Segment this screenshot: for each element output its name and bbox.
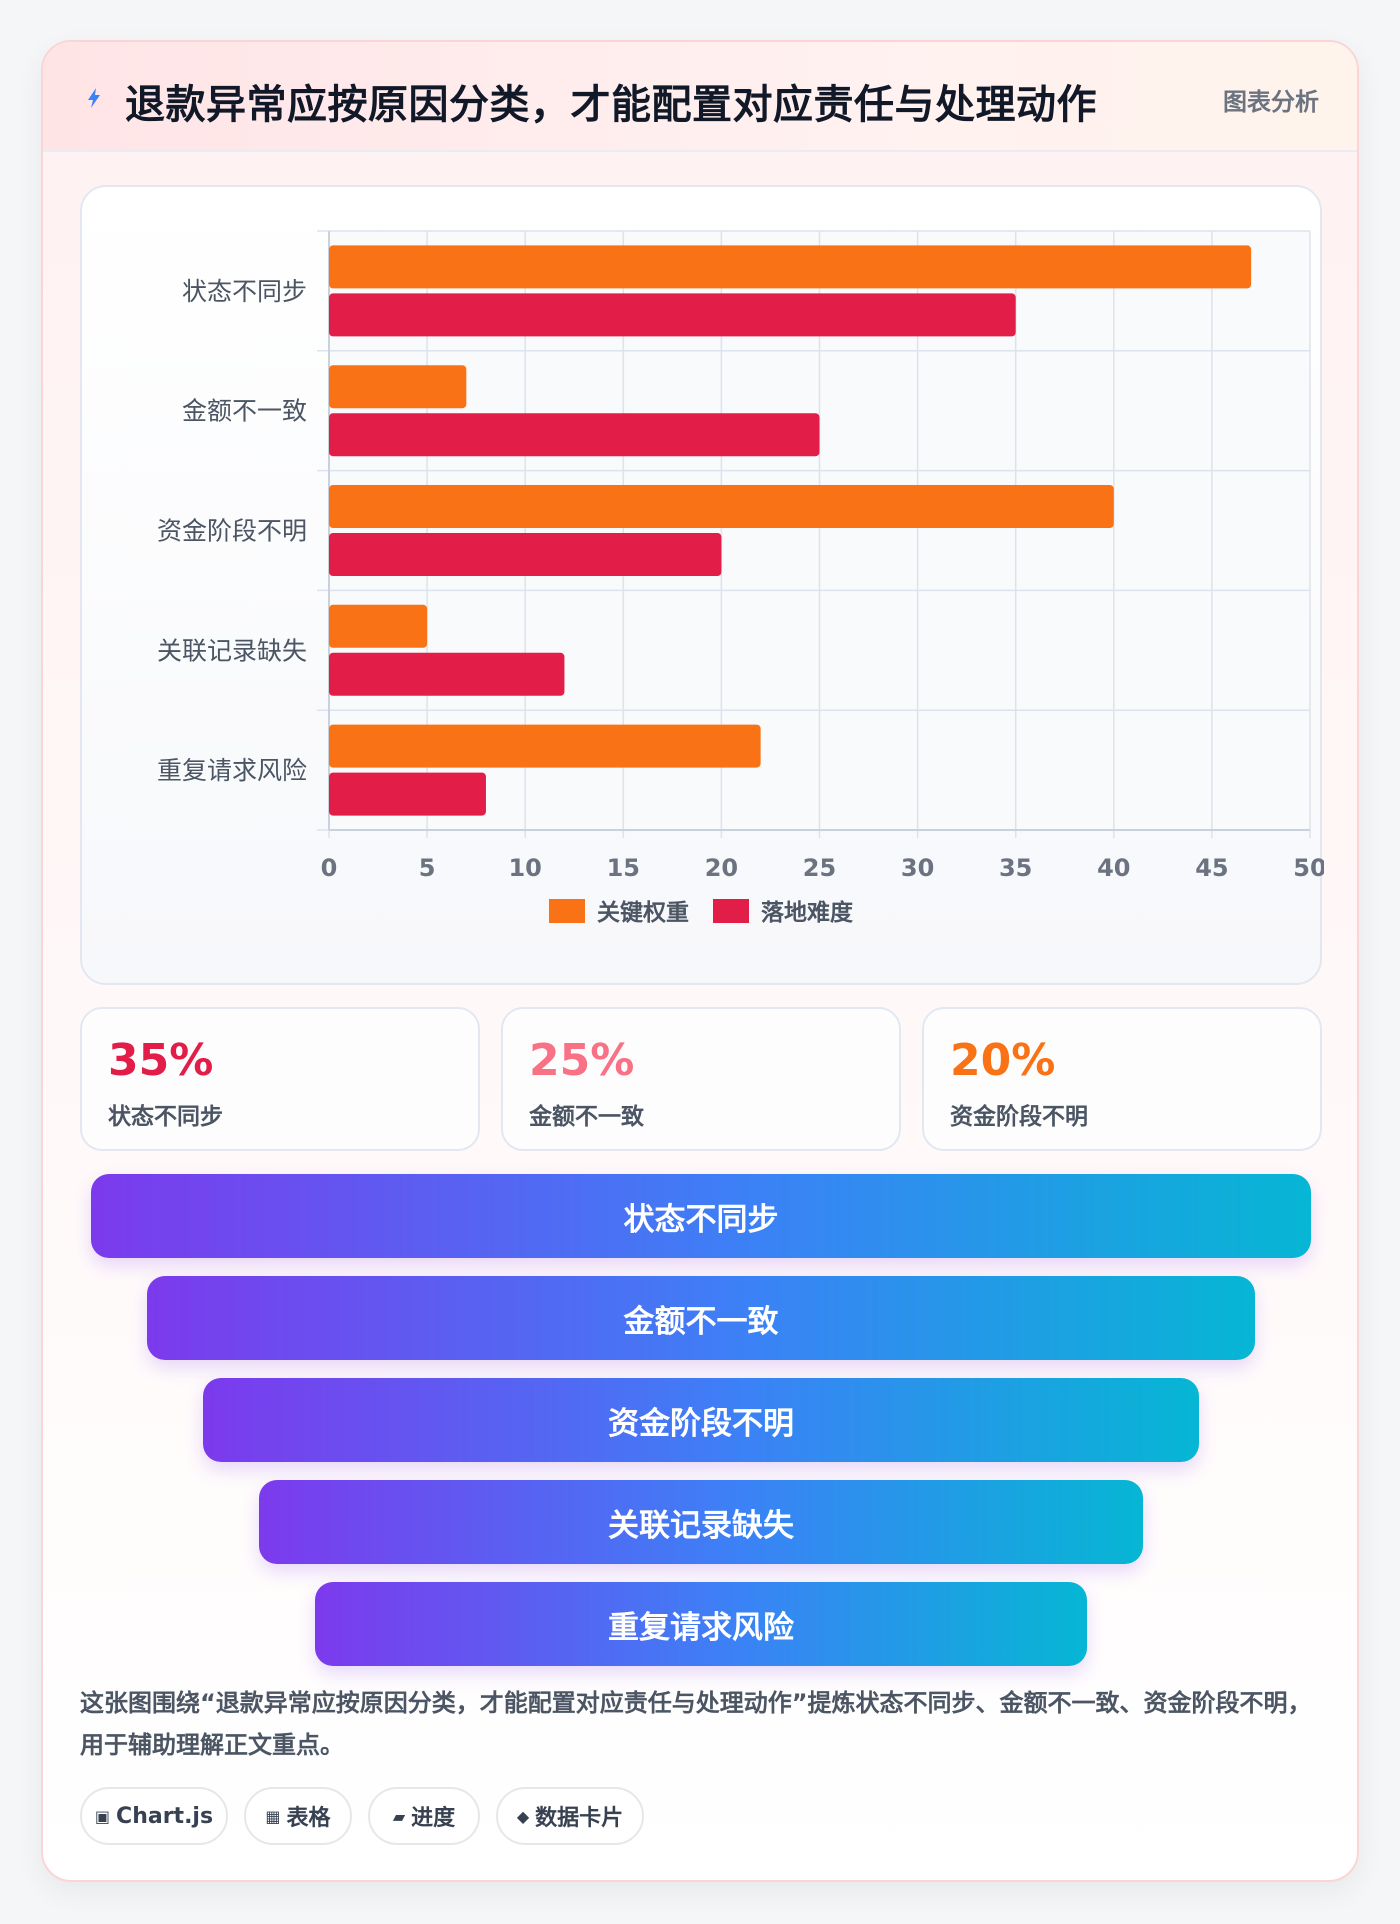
funnel-step: 状态不同步 — [91, 1174, 1311, 1258]
x-tick-label: 35 — [999, 854, 1032, 882]
y-tick-label: 状态不同步 — [182, 277, 307, 306]
pill-label: Chart.js — [116, 1803, 214, 1829]
x-tick-label: 20 — [705, 854, 738, 882]
stat-card: 35% 状态不同步 — [80, 1007, 480, 1151]
chart-icon: ▣ — [94, 1806, 111, 1826]
tag-pill-table[interactable]: ▦ 表格 — [244, 1787, 352, 1845]
chart-analysis-tag: 图表分析 — [1223, 88, 1319, 116]
x-tick-label: 40 — [1097, 854, 1130, 882]
bar-difficulty — [329, 652, 565, 696]
tag-pill-chartjs[interactable]: ▣ Chart.js — [80, 1787, 228, 1845]
x-tick-label: 15 — [607, 854, 640, 882]
lightning-icon — [88, 88, 100, 108]
diamond-icon: ◆ — [516, 1806, 530, 1826]
bar-difficulty — [329, 533, 722, 576]
bar-key-weight — [329, 245, 1252, 289]
legend-swatch — [549, 899, 585, 923]
funnel-step: 重复请求风险 — [315, 1582, 1087, 1666]
x-tick-label: 5 — [419, 854, 436, 882]
bar-key-weight — [329, 724, 761, 768]
bar-chart-panel: 状态不同步金额不一致资金阶段不明 关联记录缺失 重复请求风险 0 5 10 15 20 25 30… — [80, 185, 1324, 985]
stat-card: 20% 资金阶段不明 — [922, 1007, 1322, 1151]
stat-value: 20% — [950, 1035, 1056, 1086]
stat-value: 25% — [529, 1035, 635, 1086]
legend-swatch — [713, 899, 749, 923]
legend-label: 关键权重 — [597, 899, 689, 926]
funnel-step: 资金阶段不明 — [203, 1378, 1199, 1462]
tag-pill-data-cards[interactable]: ◆ 数据卡片 — [496, 1787, 644, 1845]
pill-label: 表格 — [286, 1806, 331, 1831]
stat-label: 状态不同步 — [108, 1104, 223, 1130]
bar-difficulty — [329, 772, 486, 816]
y-tick-label: 金额不一致 — [182, 397, 307, 426]
bar-difficulty — [329, 293, 1016, 337]
funnel-step: 关联记录缺失 — [259, 1480, 1143, 1564]
pill-label: 进度 — [411, 1806, 456, 1831]
page-title: 退款异常应按原因分类，才能配置对应责任与处理动作 — [125, 82, 1097, 128]
y-tick-label: 资金阶段不明 — [157, 517, 307, 546]
stat-card: 25% 金额不一致 — [501, 1007, 901, 1151]
bar-key-weight — [329, 604, 428, 648]
header: 退款异常应按原因分类，才能配置对应责任与处理动作 图表分析 — [43, 42, 1357, 152]
x-tick-label: 0 — [321, 854, 338, 882]
chart-card: 退款异常应按原因分类，才能配置对应责任与处理动作 图表分析 状态不同步 金额不一致… — [41, 40, 1359, 1882]
tag-pill-progress[interactable]: ▰ 进度 — [368, 1787, 480, 1845]
progress-icon: ▰ — [392, 1806, 406, 1826]
legend-label: 落地难度 — [761, 899, 854, 926]
bar-key-weight — [329, 365, 467, 409]
y-tick-label: 重复请求风险 — [157, 756, 307, 785]
stat-label: 金额不一致 — [529, 1104, 644, 1130]
bar-key-weight — [329, 485, 1114, 528]
stat-label: 资金阶段不明 — [950, 1104, 1088, 1130]
y-tick-label: 关联记录缺失 — [157, 636, 307, 665]
x-tick-label: 50 — [1293, 854, 1324, 882]
pill-label: 数据卡片 — [535, 1806, 624, 1831]
x-tick-label: 10 — [508, 854, 541, 882]
chart-description: 这张图围绕“退款异常应按原因分类，才能配置对应责任与处理动作”提炼状态不同步、金… — [80, 1689, 1312, 1759]
table-icon: ▦ — [265, 1806, 281, 1826]
stat-cards: 35% 状态不同步 25% 金额不一致 20% 资金阶段不明 — [80, 1007, 1322, 1151]
funnel-step: 金额不一致 — [147, 1276, 1255, 1360]
x-tick-label: 45 — [1195, 854, 1228, 882]
bar-difficulty — [329, 413, 820, 457]
stat-value: 35% — [108, 1035, 214, 1086]
x-tick-label: 25 — [803, 854, 836, 882]
x-tick-label: 30 — [901, 854, 934, 882]
